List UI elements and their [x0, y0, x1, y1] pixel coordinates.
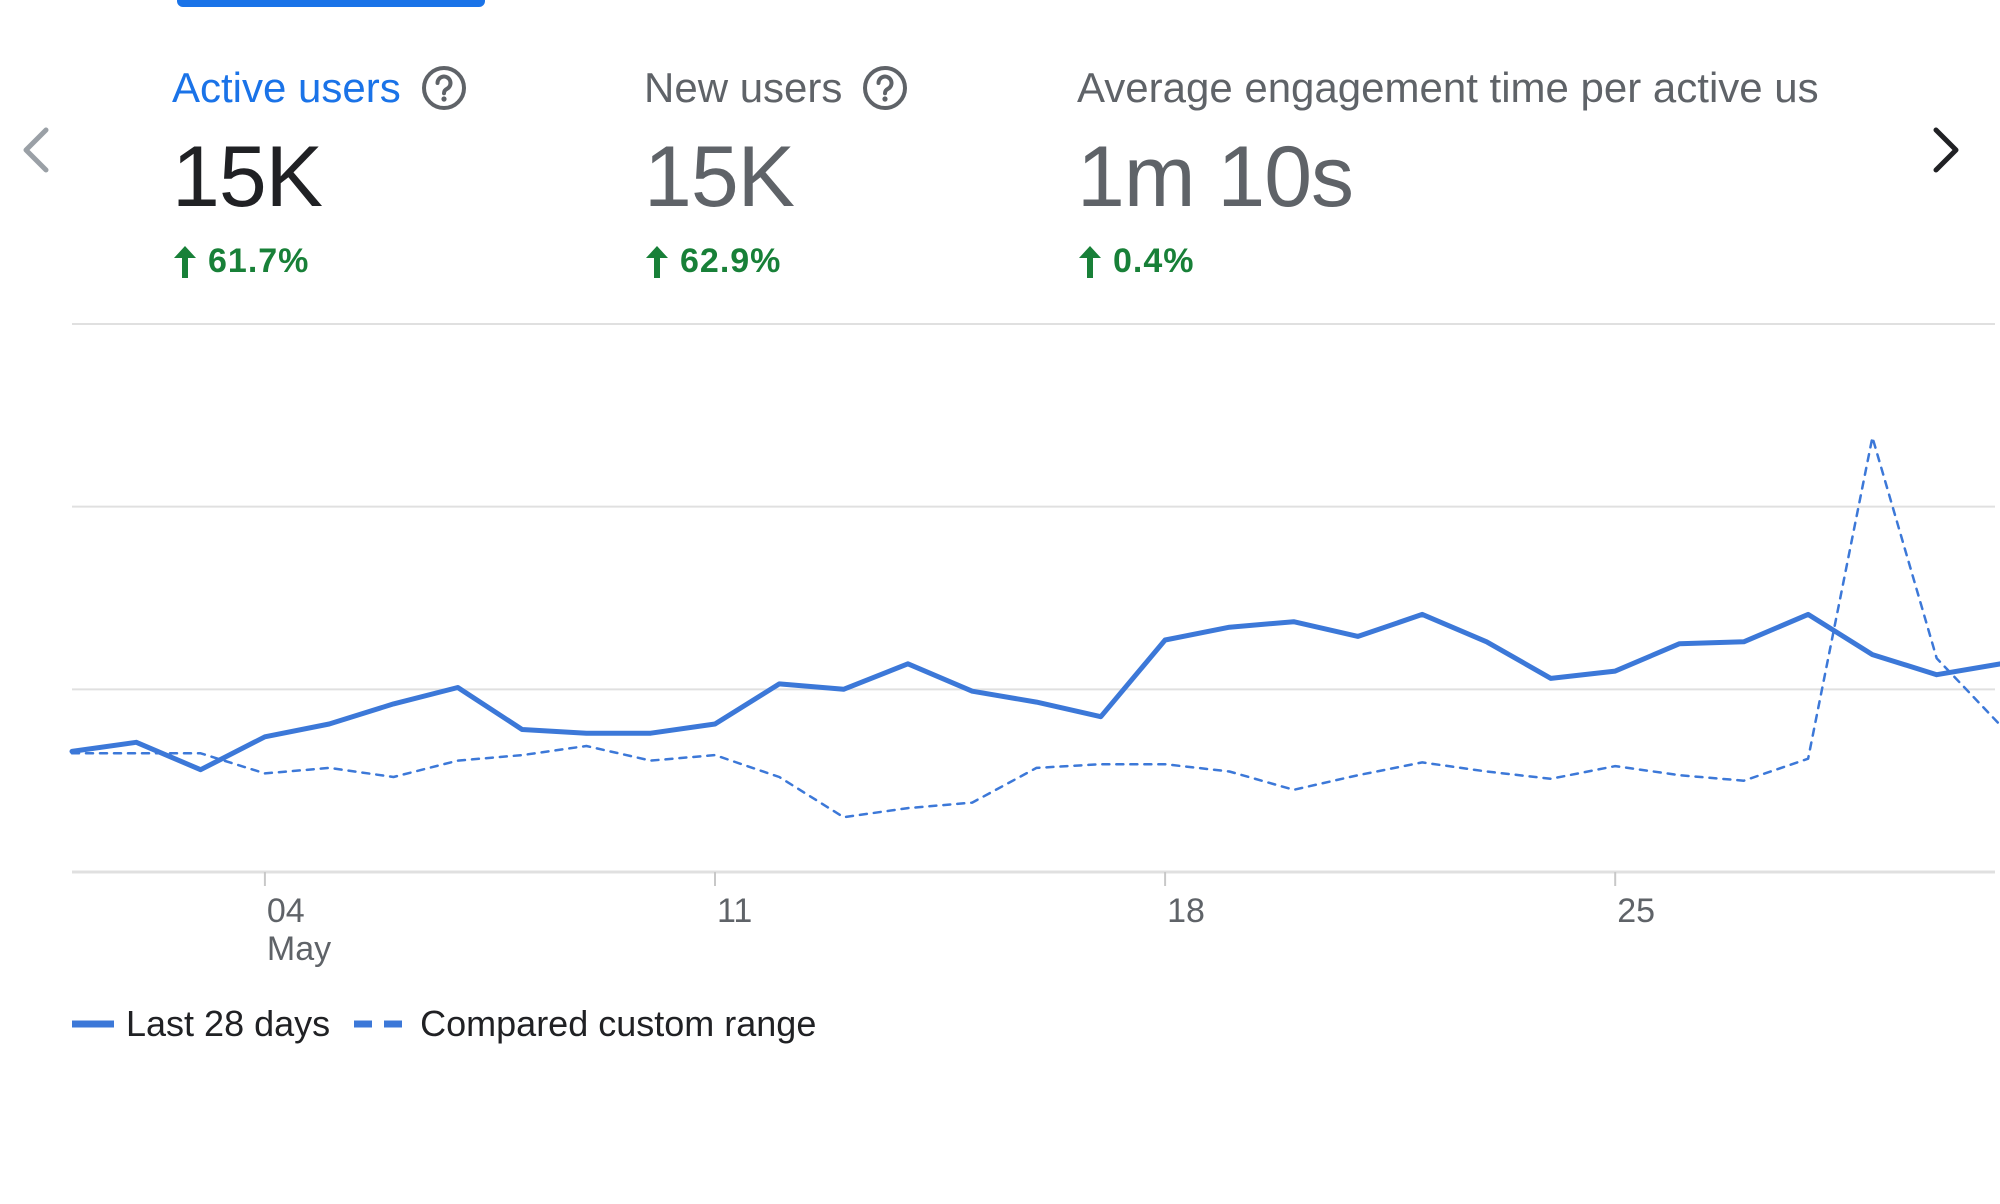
metric-card-new-users[interactable]: New users 15K 62.9%	[644, 58, 908, 281]
metric-change: 61.7%	[172, 242, 467, 281]
metric-card-active-users[interactable]: Active users 15K 61.7%	[172, 58, 467, 281]
help-circle-icon[interactable]	[862, 65, 908, 111]
legend-item-compared-range[interactable]: Compared custom range	[354, 1003, 816, 1045]
x-tick-label: 04	[267, 892, 305, 930]
metric-change-value: 0.4%	[1113, 242, 1195, 280]
metric-title: Active users	[172, 64, 401, 111]
legend-label: Last 28 days	[126, 1003, 331, 1044]
help-circle-icon[interactable]	[421, 65, 467, 111]
metric-change: 62.9%	[644, 242, 908, 281]
x-tick-label: 25	[1617, 892, 1655, 930]
legend-label: Compared custom range	[420, 1003, 817, 1044]
prev-metrics-button[interactable]	[12, 118, 60, 182]
x-tick-label: 18	[1167, 892, 1205, 930]
legend-solid-swatch	[72, 1020, 114, 1028]
chevron-right-icon	[1933, 127, 1959, 173]
metric-value: 1m 10s	[1077, 129, 1354, 225]
arrow-up-icon	[1079, 245, 1101, 278]
legend-dashed-swatch	[354, 1020, 409, 1028]
arrow-up-icon	[646, 245, 668, 278]
chart-legend: Last 28 days Compared custom range	[72, 1003, 840, 1045]
legend-item-last-28-days[interactable]: Last 28 days	[72, 1003, 330, 1045]
series-line-compared-range[interactable]	[70, 436, 2000, 819]
metric-value: 15K	[172, 129, 323, 225]
active-tab-indicator	[177, 0, 485, 7]
metric-title: New users	[644, 64, 843, 111]
x-tick-label: 11	[717, 892, 752, 930]
metric-card-avg-engagement[interactable]: Average engagement time per active us 1m…	[1077, 58, 1883, 281]
metric-value: 15K	[644, 129, 795, 225]
metric-change-value: 61.7%	[208, 242, 310, 280]
x-tick-sublabel: May	[267, 930, 331, 968]
chevron-left-icon	[23, 127, 49, 173]
metric-change-value: 62.9%	[680, 242, 782, 280]
arrow-up-icon	[174, 245, 196, 278]
metric-title: Average engagement time per active us	[1077, 64, 1819, 111]
series-line-last-28-days[interactable]	[69, 611, 2000, 773]
metric-change: 0.4%	[1077, 242, 1883, 281]
next-metrics-button[interactable]	[1922, 118, 1970, 182]
